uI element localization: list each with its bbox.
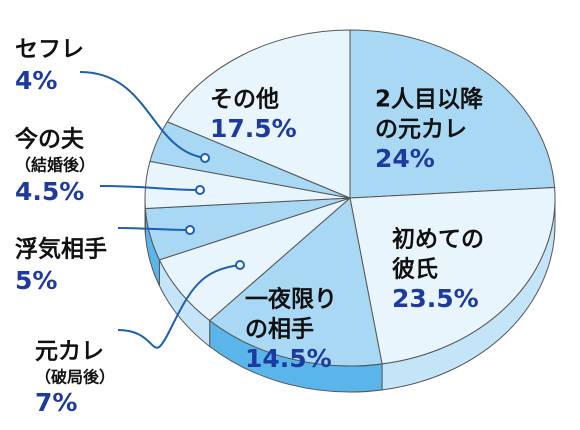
leader-dot <box>200 153 210 163</box>
slice <box>208 197 383 367</box>
slice-label: の元カレ <box>375 117 467 143</box>
slice <box>166 29 351 199</box>
value-label: 4.5% <box>15 177 84 206</box>
slice-label: 初めての <box>392 226 484 253</box>
value-label: 23.5% <box>392 284 479 313</box>
slice-label: （結婚後） <box>15 156 95 175</box>
value-label: 5% <box>15 266 57 295</box>
slice <box>349 29 556 199</box>
slice-label: （破局後） <box>35 368 115 387</box>
slice-label: 2人目以降 <box>375 87 484 113</box>
slice <box>349 186 556 365</box>
leader-dot <box>185 225 195 235</box>
leader-line <box>99 185 201 191</box>
slice-label: 一夜限り <box>245 286 337 313</box>
slice-label: 今の夫 <box>15 126 85 153</box>
value-label: 17.5% <box>210 114 297 143</box>
leader-line <box>79 71 206 159</box>
slice-label: 元カレ <box>35 339 104 365</box>
leader-line <box>117 264 241 349</box>
slice-label: 浮気相手 <box>15 236 107 263</box>
leader-dot <box>195 185 205 195</box>
value-label: 4% <box>15 66 57 95</box>
slice-label: の相手 <box>245 317 314 343</box>
slice-label: セフレ <box>15 37 84 63</box>
value-label: 7% <box>35 388 77 417</box>
leader-line <box>117 227 191 231</box>
value-label: 24% <box>375 144 435 173</box>
slice-label: その他 <box>210 87 279 113</box>
leader-dot <box>235 260 245 270</box>
value-label: 14.5% <box>245 344 332 373</box>
slice-label: 彼氏 <box>392 256 438 283</box>
